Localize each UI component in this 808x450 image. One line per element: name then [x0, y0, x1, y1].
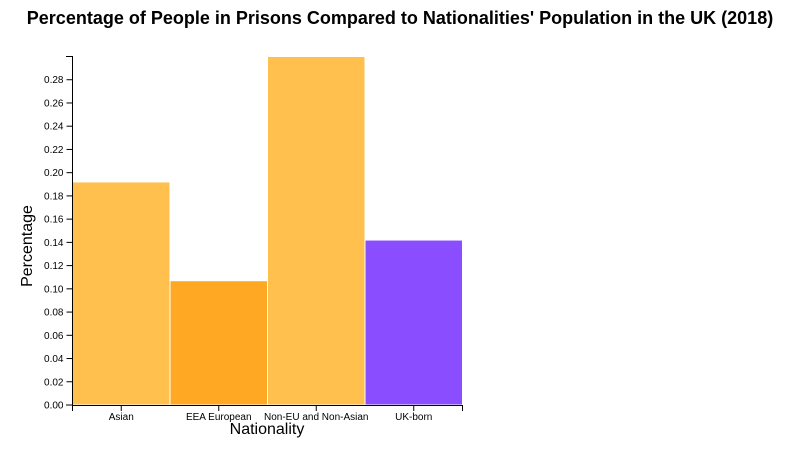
x-tick-label: EEA European — [186, 412, 252, 423]
y-tick-label: 0.18 — [44, 191, 64, 202]
bar-non-eu-and-non-asian — [267, 56, 366, 406]
y-tick-label: 0.26 — [44, 98, 64, 109]
x-tick-label: Non-EU and Non-Asian — [264, 412, 369, 423]
y-tick-label: 0.20 — [44, 168, 64, 179]
y-tick-label: 0.14 — [44, 238, 64, 249]
y-tick-label: 0.22 — [44, 145, 64, 156]
y-tick-label: 0.02 — [44, 377, 64, 388]
y-tick-label: 0.10 — [44, 284, 64, 295]
y-tick-label: 0.16 — [44, 215, 64, 226]
y-axis: 0.00 0.02 0.04 0.06 0.08 0.10 0.12 0.14 0.16 0.18… — [44, 56, 73, 412]
x-tick-label: Asian — [109, 412, 134, 423]
x-axis: Asian EEA European Non-EU and Non-Asian UK-… — [72, 405, 463, 423]
y-tick-label: 0.28 — [44, 75, 64, 86]
bars-group — [72, 56, 463, 406]
bar-asian — [72, 181, 171, 406]
y-tick-label: 0.04 — [44, 354, 64, 365]
x-tick-label: UK-born — [395, 412, 432, 423]
chart-title: Percentage of People in Prisons Compared… — [27, 8, 773, 28]
y-tick-label: 0.12 — [44, 261, 64, 272]
y-tick-label: 0.08 — [44, 308, 64, 319]
y-axis-label: Percentage — [19, 205, 36, 287]
x-axis-line — [72, 405, 463, 411]
y-tick-label: 0.24 — [44, 122, 64, 133]
bar-uk-born — [364, 239, 463, 406]
y-tick-label: 0.00 — [44, 401, 64, 412]
bar-eea-european — [169, 280, 268, 406]
x-axis-label: Nationality — [230, 421, 305, 438]
y-axis-line — [66, 56, 73, 406]
y-tick-label: 0.06 — [44, 331, 64, 342]
